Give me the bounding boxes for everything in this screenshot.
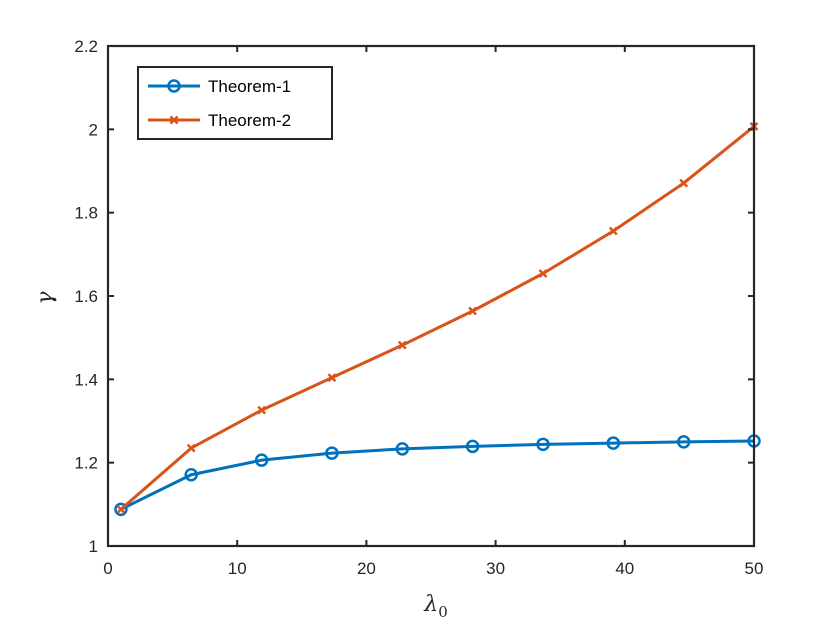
x-tick-label: 40 bbox=[615, 559, 634, 578]
data-point bbox=[325, 446, 339, 460]
data-point bbox=[327, 373, 337, 383]
legend-label: Theorem-1 bbox=[208, 77, 291, 96]
x-tick-label: 30 bbox=[486, 559, 505, 578]
series-layer bbox=[114, 122, 761, 517]
y-tick-label: 1.4 bbox=[74, 370, 98, 389]
data-point bbox=[114, 502, 128, 517]
legend-box bbox=[137, 66, 333, 140]
y-tick-label: 2 bbox=[89, 120, 98, 139]
y-tick-label: 1.6 bbox=[74, 287, 98, 306]
data-point bbox=[186, 443, 196, 453]
data-point bbox=[395, 442, 410, 456]
legend: Theorem-1 Theorem-2 bbox=[137, 66, 333, 140]
data-point bbox=[536, 437, 550, 452]
y-tick-label: 1.8 bbox=[74, 204, 98, 223]
data-point bbox=[468, 306, 477, 316]
x-tick-label: 10 bbox=[228, 559, 247, 578]
series-line bbox=[120, 439, 755, 511]
legend-marker bbox=[169, 115, 179, 125]
data-point bbox=[397, 340, 407, 350]
data-point bbox=[676, 435, 691, 449]
legend-marker bbox=[167, 79, 181, 93]
x-tick-label: 0 bbox=[103, 559, 112, 578]
y-axis-label: γ bbox=[33, 291, 58, 305]
data-point bbox=[184, 468, 198, 482]
data-point bbox=[606, 436, 621, 450]
legend-item: Theorem-1 bbox=[148, 77, 291, 96]
series-1 bbox=[114, 434, 761, 517]
x-tick-label: 20 bbox=[357, 559, 376, 578]
data-point bbox=[254, 453, 269, 467]
axes-layer bbox=[106, 44, 756, 548]
legend-label: Theorem-2 bbox=[208, 111, 291, 130]
legend-item: Theorem-2 bbox=[148, 111, 291, 130]
y-tick-label: 2.2 bbox=[74, 37, 98, 56]
tick-labels: 0 10 20 30 40 50 1 1.2 1.4 1.6 1.8 2 2.2 bbox=[74, 37, 763, 578]
data-point bbox=[465, 439, 480, 454]
data-point bbox=[679, 178, 689, 188]
data-point bbox=[538, 269, 548, 278]
y-tick-label: 1.2 bbox=[74, 454, 98, 473]
data-point bbox=[116, 504, 126, 514]
data-point bbox=[608, 226, 618, 236]
data-point bbox=[257, 405, 267, 415]
series-line bbox=[119, 125, 755, 511]
x-axis-label: λ0 bbox=[423, 592, 448, 621]
y-tick-label: 1 bbox=[89, 537, 98, 556]
x-tick-label: 50 bbox=[745, 559, 764, 578]
